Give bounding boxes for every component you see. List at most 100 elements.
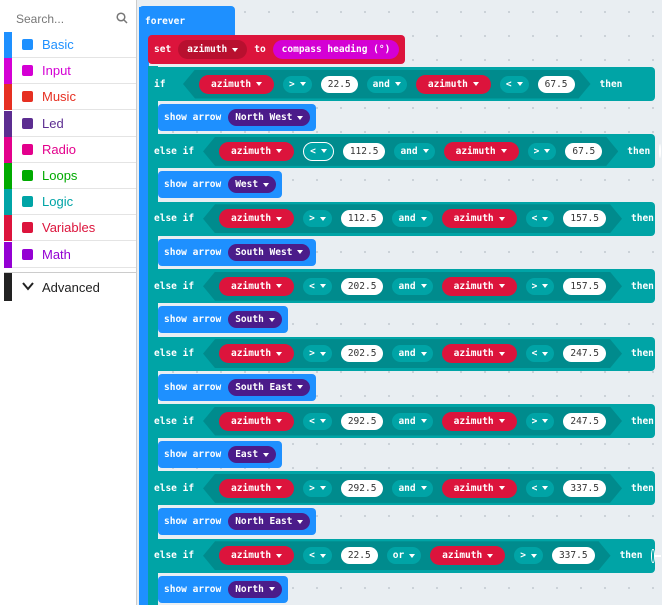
category-icon (22, 222, 33, 234)
value-input[interactable]: 292.5 (341, 480, 384, 497)
value-input[interactable]: 202.5 (341, 345, 384, 362)
variable-pill[interactable]: azimuth (219, 344, 294, 363)
operator-dropdown[interactable]: > (528, 143, 557, 160)
variable-pill[interactable]: azimuth (219, 209, 294, 228)
operator-dropdown[interactable]: < (526, 345, 555, 362)
variable-pill[interactable]: azimuth (442, 344, 517, 363)
forever-block[interactable]: forever (139, 6, 235, 36)
variable-name: azimuth (231, 145, 272, 157)
value-input[interactable]: 337.5 (552, 547, 595, 564)
show-arrow-block[interactable]: show arrow East (158, 441, 283, 468)
direction-dropdown[interactable]: North West (228, 109, 311, 126)
remove-branch-button[interactable] (651, 548, 662, 563)
operator-dropdown[interactable]: > (526, 413, 555, 430)
show-arrow-block[interactable]: show arrow South West (158, 238, 317, 266)
category[interactable]: Loops (4, 163, 136, 189)
variable-dropdown[interactable]: azimuth (178, 40, 248, 59)
condition-row[interactable]: else if azimuth <112.5 and azimuth >67.5 then (148, 134, 662, 169)
variable-pill[interactable]: azimuth (444, 142, 519, 161)
category[interactable]: Input (4, 58, 136, 85)
condition-row[interactable]: if azimuth >22.5 and azimuth <67.5 then (148, 67, 655, 101)
operator-dropdown[interactable]: > (526, 278, 555, 295)
conjunction-dropdown[interactable]: and (392, 413, 432, 430)
set-block[interactable]: set azimuth to compass heading (°) (148, 35, 406, 64)
variable-pill[interactable]: azimuth (219, 479, 294, 498)
condition-row[interactable]: else if azimuth <22.5 or azimuth >337.5 then (148, 538, 662, 573)
operator-dropdown[interactable]: < (303, 278, 332, 295)
operator-dropdown[interactable]: < (303, 142, 334, 161)
conjunction-dropdown[interactable]: or (387, 547, 421, 564)
operator-dropdown[interactable]: < (526, 480, 555, 497)
variable-pill[interactable]: azimuth (430, 546, 505, 565)
remove-branch-button[interactable] (659, 144, 662, 159)
variable-pill[interactable]: azimuth (219, 412, 294, 431)
category[interactable]: Music (4, 84, 136, 111)
direction-dropdown[interactable]: West (228, 176, 277, 194)
value-input[interactable]: 202.5 (341, 278, 384, 295)
operator-dropdown[interactable]: < (303, 413, 332, 430)
conjunction-dropdown[interactable]: and (367, 76, 407, 93)
variable-pill[interactable]: azimuth (442, 277, 517, 296)
direction-dropdown[interactable]: North (228, 580, 282, 598)
operator-dropdown[interactable]: > (514, 547, 543, 564)
value-input[interactable]: 67.5 (538, 76, 575, 93)
operator-dropdown[interactable]: > (303, 210, 332, 227)
variable-pill[interactable]: azimuth (442, 209, 517, 228)
operator-dropdown[interactable]: > (283, 76, 312, 93)
operator-dropdown[interactable]: < (526, 210, 555, 227)
direction-dropdown[interactable]: South East (228, 378, 311, 396)
direction-dropdown[interactable]: North East (228, 513, 311, 531)
variable-pill[interactable]: azimuth (219, 546, 294, 565)
variable-pill[interactable]: azimuth (219, 277, 294, 296)
operator-dropdown[interactable]: < (500, 76, 529, 93)
category[interactable]: Math (4, 241, 136, 268)
variable-pill[interactable]: azimuth (442, 412, 517, 431)
value-input[interactable]: 157.5 (563, 210, 606, 227)
value-input[interactable]: 157.5 (563, 278, 606, 295)
compass-heading[interactable]: compass heading (°) (272, 40, 400, 59)
direction-dropdown[interactable]: South West (228, 243, 311, 261)
value-input[interactable]: 22.5 (321, 76, 358, 93)
conjunction-dropdown[interactable]: and (392, 480, 432, 497)
value-input[interactable]: 247.5 (563, 345, 606, 362)
category[interactable]: Radio (4, 136, 136, 163)
show-arrow-block[interactable]: show arrow North (158, 575, 288, 603)
show-arrow-block[interactable]: show arrow North West (158, 104, 317, 131)
value-input[interactable]: 112.5 (341, 210, 384, 227)
variable-pill[interactable]: azimuth (442, 479, 517, 498)
direction-dropdown[interactable]: South (228, 311, 282, 329)
variable-pill[interactable]: azimuth (416, 75, 491, 94)
value-input[interactable]: 337.5 (563, 480, 606, 497)
variable-pill[interactable]: azimuth (199, 75, 274, 94)
condition-row[interactable]: else if azimuth >292.5 and azimuth <337.5 then (148, 471, 655, 506)
category[interactable]: Basic (4, 32, 136, 58)
operator-dropdown[interactable]: > (303, 480, 332, 497)
value-input[interactable]: 22.5 (341, 547, 378, 564)
value-input[interactable]: 247.5 (563, 413, 606, 430)
advanced-category[interactable]: Advanced (4, 272, 136, 301)
variable-pill[interactable]: azimuth (219, 142, 294, 161)
direction-dropdown[interactable]: East (228, 446, 277, 463)
show-arrow-block[interactable]: show arrow West (158, 171, 283, 199)
search-box[interactable]: Search... (0, 4, 136, 32)
operator-dropdown[interactable]: < (303, 547, 332, 564)
show-arrow-block[interactable]: show arrow South East (158, 373, 317, 401)
condition-row[interactable]: else if azimuth >202.5 and azimuth <247.5 then (148, 336, 655, 371)
value-input[interactable]: 292.5 (341, 413, 384, 430)
value-input[interactable]: 67.5 (565, 143, 602, 160)
show-arrow-block[interactable]: show arrow South (158, 306, 288, 334)
condition-row[interactable]: else if azimuth >112.5 and azimuth <157.5 then (148, 201, 655, 236)
condition-row[interactable]: else if azimuth <292.5 and azimuth >247.5 then (148, 404, 655, 438)
conjunction-dropdown[interactable]: and (392, 345, 432, 362)
condition: azimuth <112.5 and azimuth >67.5 (203, 137, 618, 166)
conjunction-dropdown[interactable]: and (392, 210, 432, 227)
category[interactable]: Variables (4, 215, 136, 242)
category[interactable]: Logic (4, 189, 136, 216)
show-arrow-block[interactable]: show arrow North East (158, 508, 317, 536)
conjunction-dropdown[interactable]: and (392, 278, 432, 295)
operator-dropdown[interactable]: > (303, 345, 332, 362)
conjunction-dropdown[interactable]: and (394, 143, 434, 160)
condition-row[interactable]: else if azimuth <202.5 and azimuth >157.5 then (148, 269, 655, 304)
value-input[interactable]: 112.5 (343, 143, 386, 160)
category[interactable]: Led (4, 110, 136, 137)
